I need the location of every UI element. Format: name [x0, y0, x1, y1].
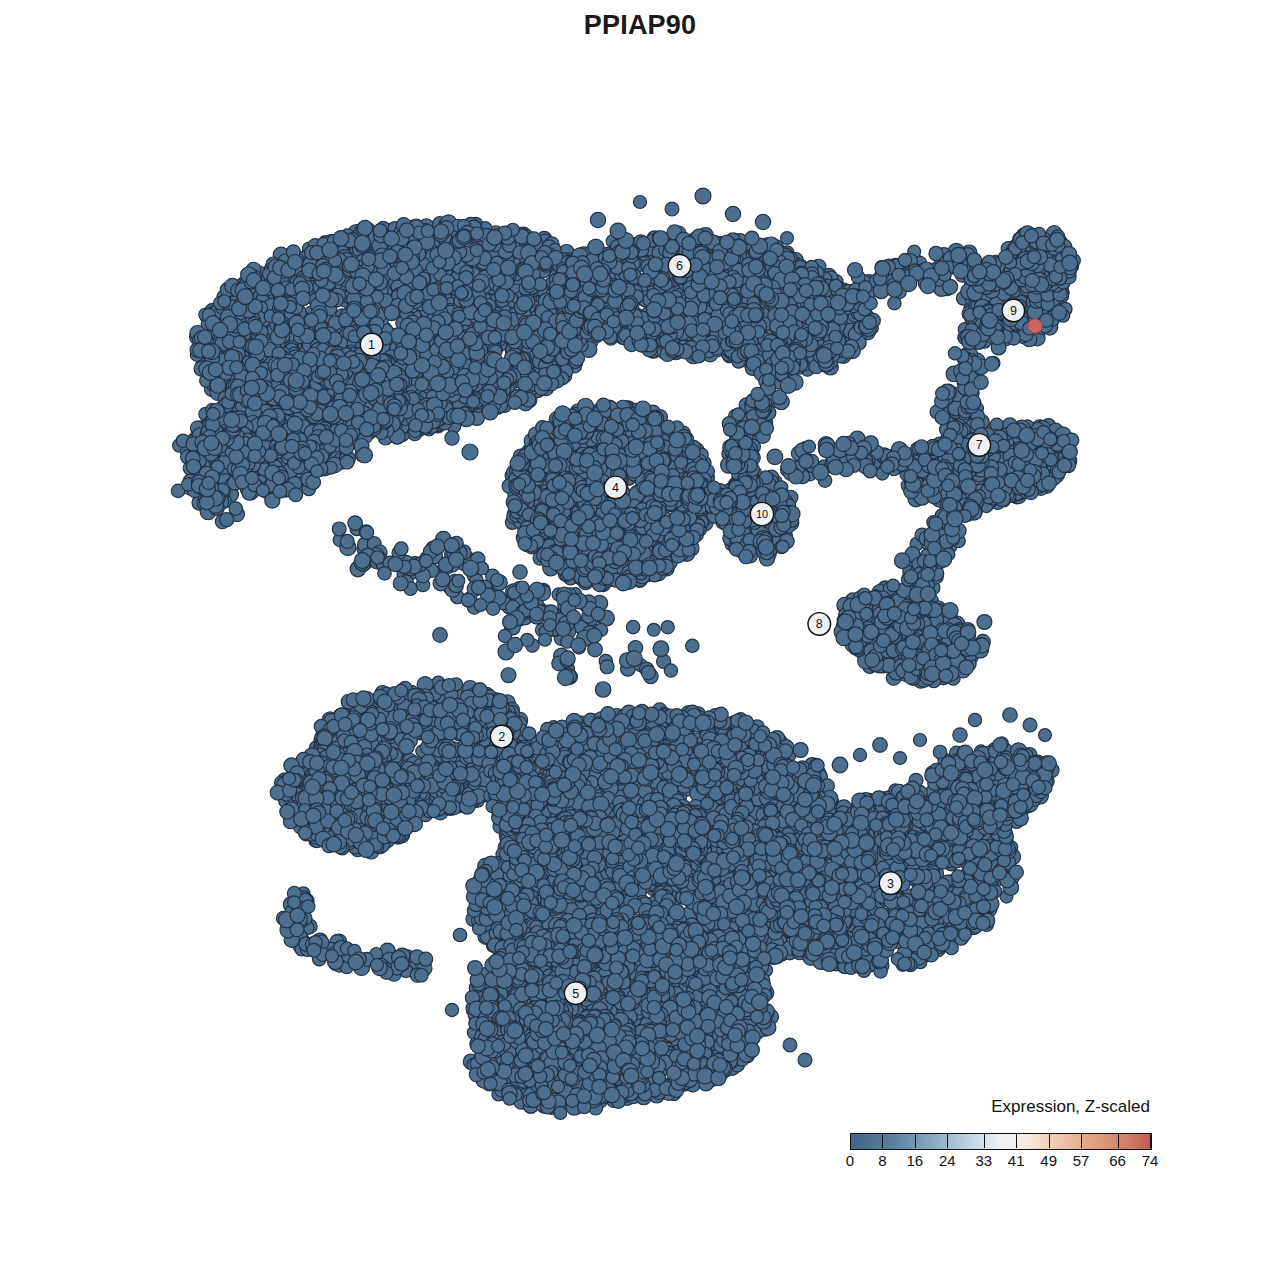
svg-text:9: 9	[1010, 304, 1017, 318]
svg-text:5: 5	[572, 987, 579, 1001]
svg-text:2: 2	[498, 730, 505, 744]
svg-text:3: 3	[887, 877, 894, 891]
svg-text:8: 8	[816, 617, 823, 631]
svg-text:7: 7	[976, 438, 983, 452]
svg-text:1: 1	[368, 338, 375, 352]
svg-text:10: 10	[756, 508, 768, 520]
svg-text:6: 6	[676, 259, 683, 273]
svg-text:4: 4	[612, 481, 619, 495]
